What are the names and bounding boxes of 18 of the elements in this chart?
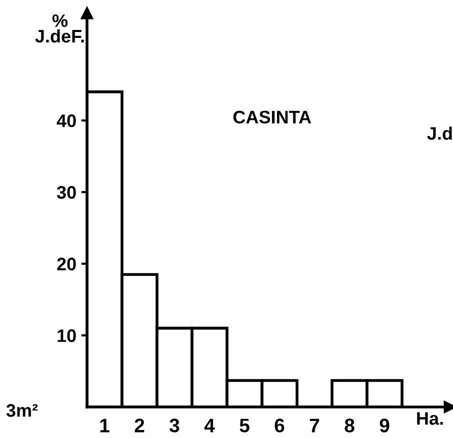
x-tick-label: 7 bbox=[310, 418, 320, 432]
x-tick-label: 8 bbox=[344, 418, 354, 432]
x-tick-label: 5 bbox=[240, 418, 250, 432]
x-tick-label: 4 bbox=[204, 418, 215, 432]
x-tick-label: 3 bbox=[170, 418, 180, 432]
text: 3m² bbox=[6, 404, 38, 417]
y-tick-label: 30 bbox=[56, 186, 76, 199]
x-tick-label: 6 bbox=[274, 418, 284, 432]
x-tick-label: 2 bbox=[134, 418, 144, 432]
text: CASINTA bbox=[233, 110, 312, 124]
text: J.d bbox=[427, 126, 452, 140]
y-tick-label: 10 bbox=[58, 329, 76, 342]
y-tick-label: 40 bbox=[56, 114, 76, 128]
x-tick-label: 1 bbox=[100, 418, 110, 432]
y-tick-label: 20 bbox=[57, 258, 76, 270]
x-axis-title: Ha. bbox=[417, 412, 443, 425]
x-tick-label: 9 bbox=[380, 418, 390, 432]
y-axis-title: % J.deF. bbox=[35, 14, 84, 43]
